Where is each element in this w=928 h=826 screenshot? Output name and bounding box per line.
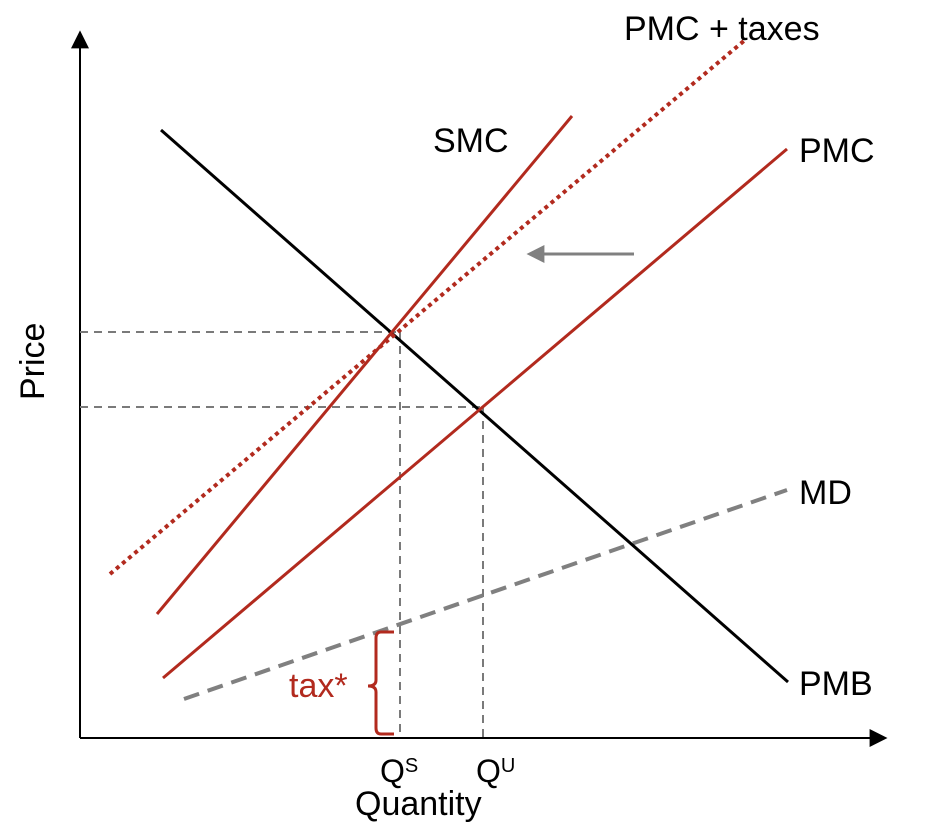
smc-curve <box>155 115 574 615</box>
qu-label: QU <box>476 753 515 789</box>
md-label: MD <box>799 474 852 512</box>
smc-label: SMC <box>433 122 509 160</box>
pmc-taxes-curve <box>108 38 747 576</box>
x-axis-label: Quantity <box>355 785 482 823</box>
tax-brace <box>367 630 394 736</box>
pmc-taxes-label: PMC + taxes <box>624 10 820 48</box>
pmb-curve <box>160 128 789 684</box>
tax-label: tax* <box>289 667 348 705</box>
pmc-label: PMC <box>799 132 875 170</box>
pmc-curve <box>162 147 788 680</box>
y-axis-label: Price <box>14 323 52 400</box>
pmb-label: PMB <box>799 665 873 703</box>
qs-label: QS <box>380 753 418 789</box>
md-curve <box>183 488 788 701</box>
